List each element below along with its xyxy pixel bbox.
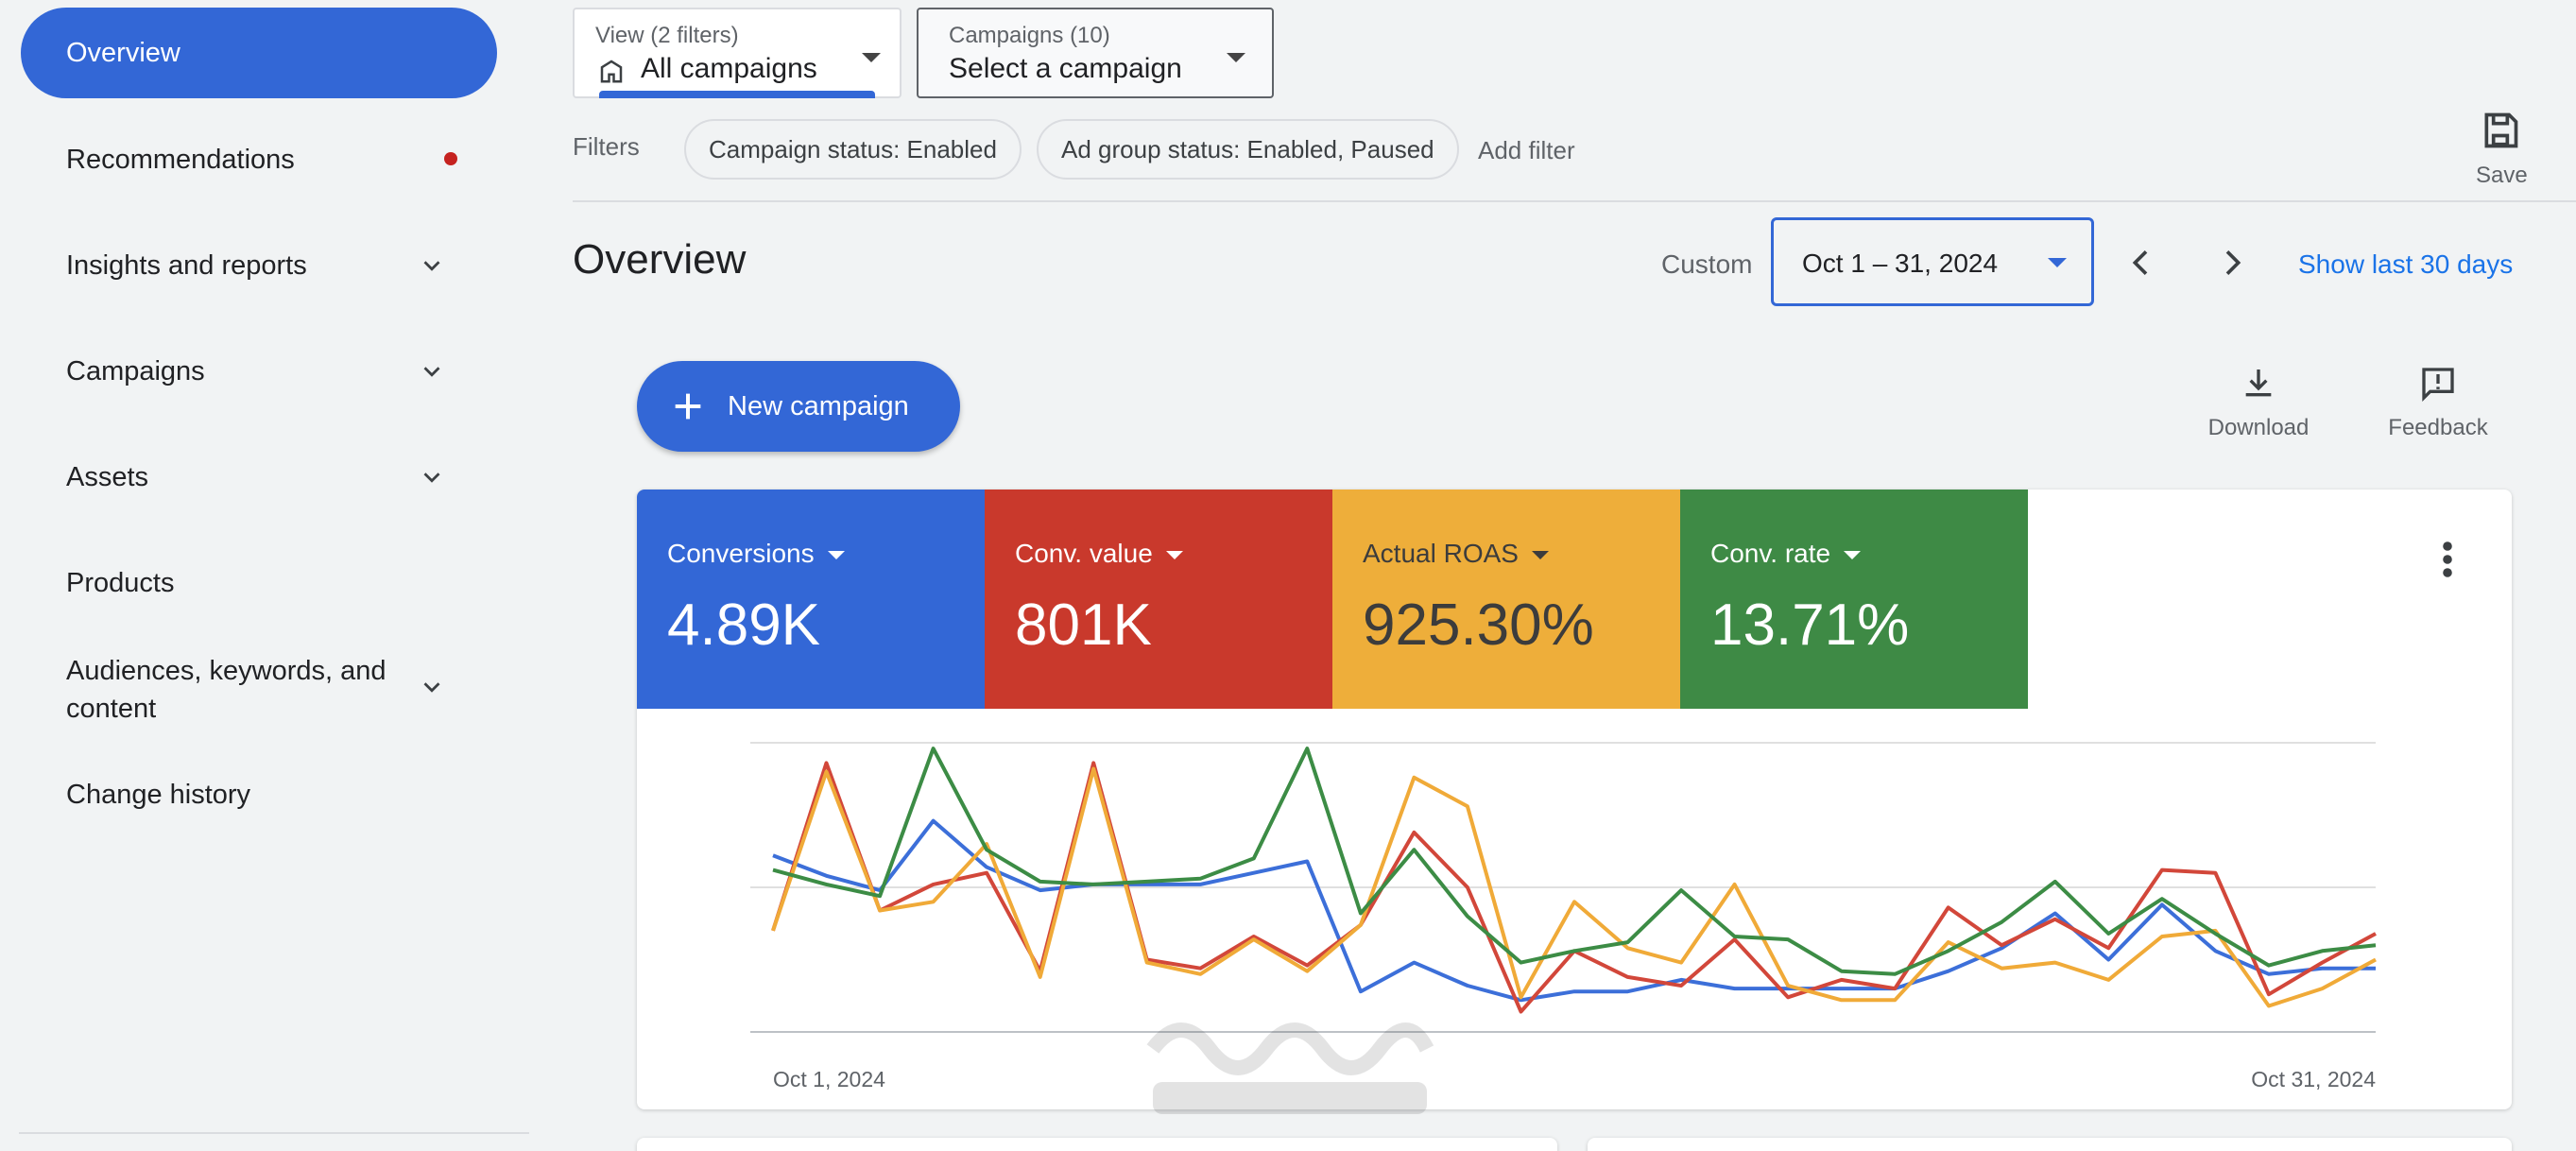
view-selector-value: All campaigns (641, 53, 817, 84)
chevron-down-icon[interactable] (418, 357, 446, 386)
metric-label: Conv. value (1015, 539, 1183, 569)
metric-conversions[interactable]: Conversions 4.89K (637, 490, 985, 709)
chevron-down-icon[interactable] (418, 463, 446, 491)
performance-card: Conversions 4.89K Conv. value 801K Actua… (637, 490, 2512, 1109)
chevron-left-icon[interactable] (2122, 244, 2160, 282)
sidebar-item-label: Overview (66, 38, 180, 68)
feedback-icon (2422, 368, 2454, 403)
caret-down-icon (827, 551, 845, 560)
download-icon (2245, 369, 2272, 397)
dropdown-arrow-icon (2048, 258, 2067, 267)
view-selector-label: View (2 filters) (595, 23, 739, 48)
metric-label: Conversions (667, 539, 845, 569)
caret-down-icon (1165, 551, 1183, 560)
notification-dot (444, 152, 457, 165)
sidebar-item-recommendations[interactable]: Recommendations (66, 145, 295, 175)
series-line-0 (772, 818, 2376, 1003)
sidebar-item-insights-and-reports[interactable]: Insights and reports (66, 250, 307, 281)
show-last-30-days-link[interactable]: Show last 30 days (2298, 249, 2514, 279)
caret-down-icon (1531, 551, 1549, 560)
date-range-type: Custom (1661, 249, 1753, 279)
more-options-icon[interactable] (2442, 541, 2453, 578)
series-line-3 (772, 747, 2377, 976)
summary-card (1588, 1138, 2512, 1151)
chevron-right-icon[interactable] (2213, 244, 2251, 282)
metric-conv-rate[interactable]: Conv. rate 13.71% (1680, 490, 2028, 709)
save-icon[interactable] (2480, 110, 2521, 151)
divider (573, 200, 2576, 202)
dropdown-arrow-icon (862, 53, 881, 62)
series-line-2 (771, 766, 2377, 1008)
metric-value: 4.89K (667, 593, 821, 658)
selected-indicator (599, 91, 875, 98)
view-selector[interactable]: View (2 filters) All campaigns (573, 8, 902, 98)
divider (19, 1132, 529, 1134)
sidebar-item-assets[interactable]: Assets (66, 462, 149, 492)
x-axis-start-label: Oct 1, 2024 (773, 1067, 885, 1091)
add-filter-button[interactable]: Add filter (1478, 136, 1575, 164)
date-range-value: Oct 1 – 31, 2024 (1802, 249, 1999, 278)
download-button[interactable]: Download (2202, 365, 2315, 441)
filter-chip-ad-group-status[interactable]: Ad group status: Enabled, Paused (1037, 119, 1459, 180)
dropdown-arrow-icon (1227, 53, 1245, 62)
date-range-picker[interactable]: Oct 1 – 31, 2024 (1771, 217, 2094, 306)
page-title: Overview (573, 236, 747, 283)
watermark-logo (1146, 1022, 1434, 1114)
summary-card (637, 1138, 1557, 1151)
metric-label: Actual ROAS (1363, 539, 1549, 569)
feedback-label: Feedback (2388, 415, 2488, 440)
metric-value: 925.30% (1363, 593, 1594, 658)
new-campaign-label: New campaign (728, 391, 909, 421)
metric-actual-roas[interactable]: Actual ROAS 925.30% (1332, 490, 1680, 709)
filters-label: Filters (573, 132, 640, 161)
chevron-down-icon[interactable] (418, 673, 446, 701)
sidebar-item-change-history[interactable]: Change history (66, 780, 251, 810)
campaign-selector-value: Select a campaign (949, 53, 1182, 84)
sidebar-item-products[interactable]: Products (66, 568, 175, 598)
sidebar-item-campaigns[interactable]: Campaigns (66, 356, 205, 387)
filter-chip-campaign-status[interactable]: Campaign status: Enabled (684, 119, 1022, 180)
metric-conv-value[interactable]: Conv. value 801K (985, 490, 1332, 709)
metric-value: 801K (1015, 593, 1152, 658)
sidebar: Overview Recommendations Insights and re… (0, 0, 529, 1151)
save-button[interactable]: Save (2476, 163, 2528, 188)
chevron-down-icon[interactable] (418, 251, 446, 280)
x-axis-end-label: Oct 31, 2024 (2251, 1067, 2376, 1091)
plus-icon (675, 393, 701, 420)
feedback-button[interactable]: Feedback (2381, 365, 2495, 441)
new-campaign-button[interactable]: New campaign (637, 361, 960, 452)
metric-label: Conv. rate (1710, 539, 1862, 569)
campaign-selector[interactable]: Campaigns (10) Select a campaign (917, 8, 1274, 98)
download-label: Download (2207, 415, 2310, 440)
building-icon (600, 60, 623, 83)
performance-line-chart: Oct 1, 2024 Oct 31, 2024 (750, 742, 2377, 1091)
sidebar-item-overview[interactable]: Overview (21, 8, 497, 98)
metric-value: 13.71% (1710, 593, 1910, 658)
campaign-selector-label: Campaigns (10) (949, 23, 1110, 48)
sidebar-item-audiences[interactable]: Audiences, keywords, and content (66, 656, 386, 724)
caret-down-icon (1844, 551, 1862, 560)
